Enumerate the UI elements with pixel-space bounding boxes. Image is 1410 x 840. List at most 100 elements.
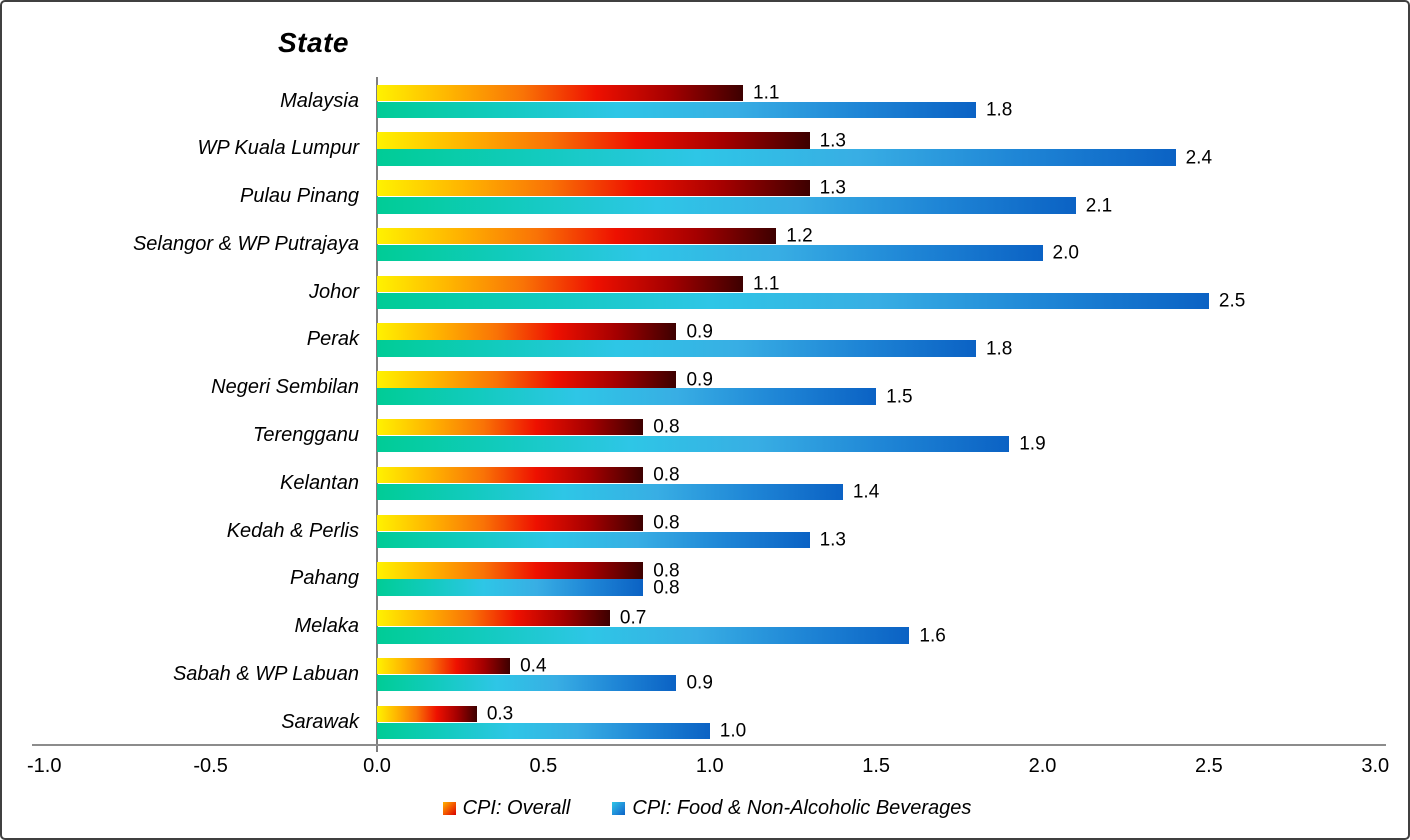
value-label-cpi-overall: 0.7 bbox=[619, 607, 647, 629]
category-label: Selangor & WP Putrajaya bbox=[132, 232, 359, 255]
category-label: Perak bbox=[306, 328, 359, 351]
legend-swatch-food-icon bbox=[612, 802, 626, 815]
bar-cpi-overall bbox=[377, 323, 677, 340]
value-label-cpi-food: 1.3 bbox=[819, 529, 846, 551]
legend-swatch-overall-icon bbox=[442, 802, 456, 815]
category-label: Terengganu bbox=[252, 423, 359, 446]
value-label-cpi-overall: 0.8 bbox=[653, 512, 680, 534]
legend: CPI: Overall CPI: Food & Non-Alcoholic B… bbox=[2, 797, 1408, 820]
legend-item-cpi-overall: CPI: Overall bbox=[442, 797, 571, 820]
value-label-cpi-food: 2.1 bbox=[1085, 195, 1113, 217]
category-label: WP Kuala Lumpur bbox=[197, 137, 359, 160]
x-axis-tick-label: 0.0 bbox=[363, 755, 391, 777]
x-axis-tick-label: 2.5 bbox=[1194, 755, 1223, 777]
x-axis-tick-label: 0.5 bbox=[529, 755, 558, 777]
value-label-cpi-food: 1.0 bbox=[719, 720, 747, 742]
value-label-cpi-overall: 0.8 bbox=[653, 464, 680, 486]
value-label-cpi-overall: 1.3 bbox=[819, 177, 846, 199]
value-label-cpi-overall: 0.3 bbox=[486, 703, 514, 725]
category-row: WP Kuala Lumpur 1.3 2.4 bbox=[2, 125, 1408, 173]
value-label-cpi-food: 1.8 bbox=[985, 338, 1013, 360]
chart-title: State bbox=[278, 27, 349, 58]
value-label-cpi-overall: 0.9 bbox=[686, 321, 713, 343]
bar-cpi-food bbox=[377, 388, 877, 405]
category-label: Melaka bbox=[294, 615, 359, 638]
category-row: Pulau Pinang 1.3 2.1 bbox=[2, 173, 1408, 221]
bar-cpi-overall bbox=[377, 705, 477, 723]
category-row: Terengganu 0.8 1.9 bbox=[2, 411, 1408, 459]
bar-cpi-overall bbox=[377, 562, 644, 579]
value-label-cpi-food: 1.5 bbox=[886, 386, 913, 408]
bar-cpi-overall bbox=[377, 418, 644, 436]
value-label-cpi-overall: 0.4 bbox=[520, 655, 547, 677]
bar-cpi-overall bbox=[377, 657, 511, 675]
bar-cpi-food bbox=[377, 149, 1176, 166]
plot-area: Malaysia 1.1 1.8 WP Kuala Lumpur 1.3 2.4… bbox=[2, 77, 1408, 746]
category-label: Sarawak bbox=[281, 710, 359, 733]
category-label: Malaysia bbox=[280, 89, 359, 112]
bar-cpi-overall bbox=[377, 514, 644, 531]
bar-cpi-food bbox=[377, 674, 677, 692]
value-label-cpi-overall: 1.1 bbox=[753, 82, 780, 104]
category-row: Sabah & WP Labuan 0.4 0.9 bbox=[2, 650, 1408, 698]
value-label-cpi-food: 0.9 bbox=[686, 672, 713, 694]
category-label: Pahang bbox=[290, 567, 359, 590]
bar-cpi-overall bbox=[377, 371, 677, 388]
x-axis-tick-label: 1.0 bbox=[695, 755, 724, 777]
category-row: Johor 1.1 2.5 bbox=[2, 268, 1408, 316]
bar-cpi-food bbox=[377, 436, 1010, 453]
x-axis-tick-label: -0.5 bbox=[193, 755, 228, 777]
value-label-cpi-overall: 0.9 bbox=[686, 369, 713, 391]
value-label-cpi-food: 1.6 bbox=[919, 625, 946, 647]
x-axis-tick-label: 3.0 bbox=[1361, 755, 1390, 777]
category-row: Kelantan 0.8 1.4 bbox=[2, 459, 1408, 507]
category-row: Pahang 0.8 0.8 bbox=[2, 555, 1408, 603]
bar-cpi-food bbox=[377, 101, 976, 118]
bar-cpi-overall bbox=[377, 84, 744, 101]
value-label-cpi-food: 1.8 bbox=[985, 99, 1013, 121]
value-label-cpi-overall: 1.1 bbox=[753, 273, 780, 295]
x-axis-tick-label: 2.0 bbox=[1028, 755, 1057, 777]
value-label-cpi-food: 1.4 bbox=[852, 481, 880, 503]
category-row: Selangor & WP Putrajaya 1.2 2.0 bbox=[2, 220, 1408, 268]
bar-cpi-overall bbox=[377, 275, 744, 292]
value-label-cpi-food: 2.4 bbox=[1185, 147, 1213, 169]
category-row: Melaka 0.7 1.6 bbox=[2, 603, 1408, 651]
legend-item-cpi-food: CPI: Food & Non-Alcoholic Beverages bbox=[612, 797, 971, 820]
bar-cpi-food bbox=[377, 483, 843, 501]
value-label-cpi-food: 2.0 bbox=[1052, 242, 1079, 264]
category-row: Sarawak 0.3 1.0 bbox=[2, 698, 1408, 746]
category-label: Kedah & Perlis bbox=[226, 519, 359, 542]
bar-cpi-overall bbox=[377, 610, 610, 627]
category-label: Johor bbox=[308, 280, 359, 303]
bar-cpi-overall bbox=[377, 132, 810, 149]
category-row: Perak 0.9 1.8 bbox=[2, 316, 1408, 364]
bar-cpi-overall bbox=[377, 180, 810, 197]
category-row: Negeri Sembilan 0.9 1.5 bbox=[2, 364, 1408, 412]
category-row: Malaysia 1.1 1.8 bbox=[2, 77, 1408, 125]
bar-cpi-food bbox=[377, 531, 810, 548]
zero-axis-line bbox=[376, 77, 378, 752]
bar-cpi-food bbox=[377, 340, 976, 357]
value-label-cpi-overall: 0.8 bbox=[653, 416, 680, 438]
value-label-cpi-overall: 1.3 bbox=[819, 130, 846, 152]
bar-cpi-food bbox=[377, 579, 644, 596]
category-label: Negeri Sembilan bbox=[211, 376, 359, 399]
category-row: Kedah & Perlis 0.8 1.3 bbox=[2, 507, 1408, 555]
x-axis-tick-label: -1.0 bbox=[27, 755, 62, 777]
category-label: Sabah & WP Labuan bbox=[172, 662, 359, 685]
bar-cpi-food bbox=[377, 627, 910, 644]
value-label-cpi-overall: 0.8 bbox=[653, 560, 680, 582]
value-label-cpi-food: 1.9 bbox=[1019, 433, 1046, 455]
value-label-cpi-food: 0.8 bbox=[653, 577, 680, 599]
category-label: Kelantan bbox=[280, 471, 359, 494]
bar-cpi-food bbox=[377, 197, 1076, 214]
bar-cpi-overall bbox=[377, 466, 644, 484]
bar-cpi-overall bbox=[377, 227, 777, 245]
legend-label-overall: CPI: Overall bbox=[462, 797, 571, 819]
legend-label-food: CPI: Food & Non-Alcoholic Beverages bbox=[632, 797, 972, 819]
x-axis-tick-label: 1.5 bbox=[862, 755, 891, 777]
value-label-cpi-overall: 1.2 bbox=[786, 225, 813, 247]
bar-cpi-food bbox=[377, 292, 1209, 310]
